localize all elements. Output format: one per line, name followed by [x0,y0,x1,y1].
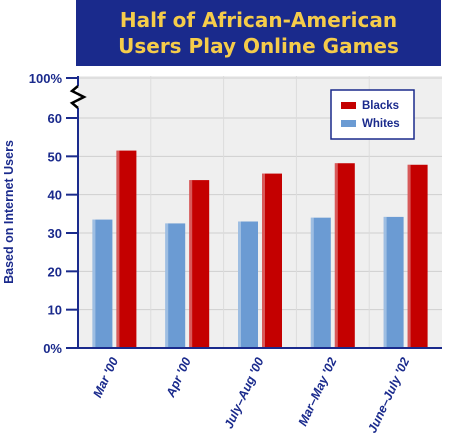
bar-blacks-2 [262,173,282,348]
bar-highlight [165,223,169,348]
x-tick-label: July–Aug '00 [222,355,267,430]
axis-break-icon [69,85,87,109]
legend-box [330,89,415,140]
legend-swatch-blacks [341,102,356,109]
y-tick-label: 0% [43,341,62,356]
bar-blacks-0 [116,150,137,348]
legend-swatch-whites [341,120,356,127]
bar-blacks-3 [334,163,355,348]
bar-highlight [92,219,96,348]
y-tick-label: 40 [48,188,62,203]
bar-whites-2 [238,221,258,348]
bar-highlight [383,216,387,348]
y-ticks: 0% 10 20 30 40 50 60 [43,111,78,356]
grid-lines [78,76,442,348]
bar-highlight [310,217,314,348]
bar-highlight [407,164,411,348]
legend-label-whites: Whites [362,118,400,130]
y-tick-label: 60 [48,111,62,126]
bar-whites-4 [383,216,404,348]
chart-title-line-1: Half of African-American [119,8,398,32]
x-tick-label: Apr '00 [163,355,194,400]
bar-whites-3 [310,217,331,348]
bar-blacks-1 [189,180,210,348]
x-tick-label: Mar–May '02 [296,355,340,428]
bar-highlight [262,173,265,348]
x-tick-label: Mar '00 [90,355,121,400]
y-tick-label: 30 [48,226,62,241]
x-tick-label: June–July '02 [365,355,412,435]
chart-title-line-2: Users Play Online Games [118,34,399,58]
y-tick-label-100: 100% [29,71,63,86]
bar-highlight [189,180,193,348]
bar-blacks-4 [407,164,428,348]
legend-label-blacks: Blacks [362,100,399,112]
y-tick-label: 20 [48,264,62,279]
bars [92,150,428,348]
y-tick-label: 10 [48,303,62,318]
y-tick-label: 50 [48,149,62,164]
bar-highlight [238,221,241,348]
bar-whites-1 [165,223,186,348]
legend: Blacks Whites [330,89,415,140]
chart-title: Half of African-American Users Play Onli… [76,0,441,66]
bar-whites-0 [92,219,113,348]
y-axis-title: Based on Internet Users [2,140,16,284]
x-tick-labels: Mar '00 Apr '00 July–Aug '00 Mar–May '02 Jun… [90,355,412,435]
bar-highlight [116,150,120,348]
bar-highlight [334,163,338,348]
